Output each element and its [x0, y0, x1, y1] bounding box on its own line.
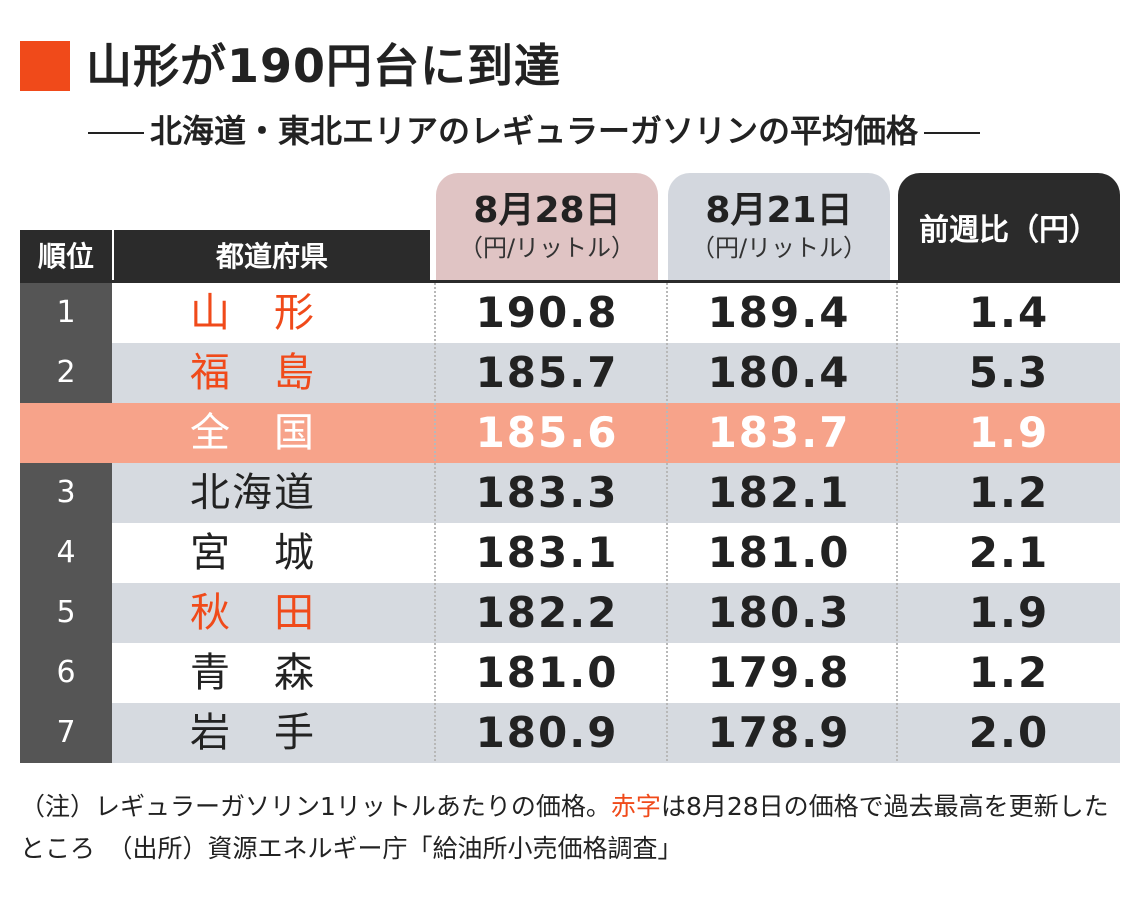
table-row: 7 岩 手 180.9 178.9 2.0: [20, 703, 1120, 763]
price-aug28-cell: 183.1: [475, 528, 619, 577]
footnote-part2: は8月28日の価格で過去最高を更新したところ: [20, 792, 1109, 863]
price-aug28-cell: 185.6: [475, 408, 619, 457]
title-marker: [20, 41, 70, 91]
footnote-source: （出所）資源エネルギー庁「給油所小売価格調査」: [120, 834, 683, 863]
prefecture-cell: 秋 田: [190, 590, 316, 636]
price-aug21-cell: 180.4: [707, 348, 851, 397]
weekly-change-cell: 5.3: [968, 348, 1050, 397]
rank-cell: 1: [20, 283, 112, 343]
header-aug28-unit: （円/リットル）: [458, 233, 636, 262]
table-row: 1 山 形 190.8 189.4 1.4: [20, 283, 1120, 343]
price-aug21-cell: 183.7: [707, 408, 851, 457]
column-divider-1: [434, 283, 436, 761]
table-row: 2 福 島 185.7 180.4 5.3: [20, 343, 1120, 403]
prefecture-cell: 北海道: [190, 470, 316, 516]
subtitle-text: 北海道・東北エリアのレギュラーガソリンの平均価格: [150, 112, 919, 150]
footnote-part1: （注）レギュラーガソリン1リットルあたりの価格。: [20, 792, 611, 821]
prefecture-cell: 青 森: [190, 650, 316, 696]
prefecture-cell: 宮 城: [190, 530, 316, 576]
table-row: 5 秋 田 182.2 180.3 1.9: [20, 583, 1120, 643]
header-aug28-date: 8月28日: [473, 189, 621, 231]
price-aug21-cell: 178.9: [707, 708, 851, 757]
header-rule: [20, 280, 1120, 283]
price-aug21-cell: 180.3: [707, 588, 851, 637]
weekly-change-cell: 1.9: [968, 588, 1050, 637]
subtitle-dash-right: [924, 132, 981, 134]
header-prefecture: 都道府県: [112, 230, 430, 280]
prefecture-cell: 岩 手: [190, 710, 316, 756]
table-row: 4 宮 城 183.1 181.0 2.1: [20, 523, 1120, 583]
price-aug28-cell: 185.7: [475, 348, 619, 397]
price-aug21-cell: 189.4: [707, 288, 851, 337]
column-divider-2: [666, 283, 668, 761]
table-row: 全 国 185.6 183.7 1.9: [20, 403, 1120, 463]
header-rank: 順位: [20, 230, 112, 280]
price-aug28-cell: 183.3: [475, 468, 619, 517]
header-weekly-change: 前週比（円）: [898, 173, 1120, 280]
prefecture-cell: 山 形: [190, 290, 316, 336]
header-aug21: 8月21日 （円/リットル）: [668, 173, 890, 280]
prefecture-cell: 全 国: [190, 410, 316, 456]
weekly-change-cell: 1.4: [968, 288, 1050, 337]
column-divider-3: [896, 283, 898, 761]
weekly-change-cell: 1.2: [968, 648, 1050, 697]
rank-cell: 6: [20, 643, 112, 703]
subtitle-dash-left: [88, 132, 144, 134]
header-aug28: 8月28日 （円/リットル）: [436, 173, 658, 280]
rank-cell: 2: [20, 343, 112, 403]
weekly-change-cell: 1.2: [968, 468, 1050, 517]
footnote: （注）レギュラーガソリン1リットルあたりの価格。赤字は8月28日の価格で過去最高…: [20, 786, 1120, 870]
rank-cell: [20, 403, 112, 463]
rank-cell: 3: [20, 463, 112, 523]
price-aug28-cell: 180.9: [475, 708, 619, 757]
table-row: 6 青 森 181.0 179.8 1.2: [20, 643, 1120, 703]
header-aug21-date: 8月21日: [705, 189, 853, 231]
price-aug21-cell: 179.8: [707, 648, 851, 697]
price-aug21-cell: 181.0: [707, 528, 851, 577]
prefecture-cell: 福 島: [190, 350, 316, 396]
rank-cell: 5: [20, 583, 112, 643]
rank-cell: 7: [20, 703, 112, 763]
rank-cell: 4: [20, 523, 112, 583]
page-subtitle: 北海道・東北エリアのレギュラーガソリンの平均価格: [82, 106, 986, 156]
price-aug28-cell: 190.8: [475, 288, 619, 337]
page-title: 山形が190円台に到達: [86, 39, 562, 93]
weekly-change-cell: 2.1: [968, 528, 1050, 577]
header-aug21-unit: （円/リットル）: [690, 233, 868, 262]
price-aug28-cell: 181.0: [475, 648, 619, 697]
table-row: 3 北海道 183.3 182.1 1.2: [20, 463, 1120, 523]
weekly-change-cell: 2.0: [968, 708, 1050, 757]
price-aug28-cell: 182.2: [475, 588, 619, 637]
weekly-change-cell: 1.9: [968, 408, 1050, 457]
footnote-red-word: 赤字: [610, 792, 661, 821]
price-aug21-cell: 182.1: [707, 468, 851, 517]
